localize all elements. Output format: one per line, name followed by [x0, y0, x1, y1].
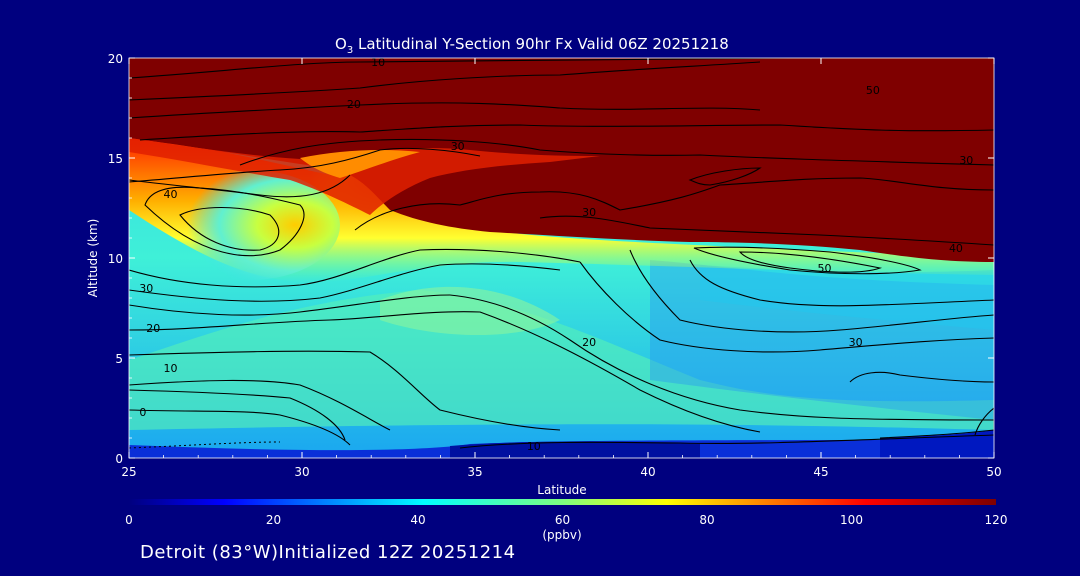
contour-line — [129, 311, 761, 433]
contour-line — [129, 174, 351, 198]
contour-line — [539, 215, 994, 246]
blue-upper-right-region — [700, 265, 994, 330]
contour-line — [629, 249, 994, 333]
colorbar-tick-label: 100 — [840, 513, 863, 527]
surface-min-region — [450, 441, 700, 458]
contour-label: 0 — [139, 406, 146, 419]
contour-line — [579, 261, 994, 353]
x-tick-label: 50 — [986, 465, 1001, 479]
x-tick-label: 35 — [467, 465, 482, 479]
contour-line — [449, 294, 994, 421]
contour-label: 10 — [527, 440, 541, 453]
contour-line — [129, 379, 391, 431]
mid-troposphere-region — [129, 290, 994, 430]
contour-label-layer: 10 20 30 50 30 40 30 40 50 30 20 20 30 10 0 10 — [139, 56, 973, 453]
y-axis-label: Altitude (km) — [86, 219, 100, 298]
contour-line — [688, 167, 762, 186]
x-axis: 25 30 35 40 45 50 — [121, 58, 1002, 479]
contour-line — [689, 259, 994, 307]
contour-line — [459, 434, 994, 449]
contour-line — [179, 206, 280, 251]
contour-line — [738, 251, 883, 273]
tropopause-gradient-band — [129, 135, 994, 283]
contour-label: 30 — [451, 140, 465, 153]
green-maximum-region — [380, 286, 560, 335]
colorbar-tick-label: 20 — [266, 513, 281, 527]
y-tick-label: 0 — [115, 452, 123, 466]
contour-label: 10 — [371, 56, 385, 69]
footer-initialized-info: Detroit (83°W)Initialized 12Z 20251214 — [140, 542, 516, 563]
contour-line — [129, 61, 761, 101]
contour-label: 30 — [959, 154, 973, 167]
contour-line — [129, 409, 351, 446]
colorbar-tick-label: 60 — [555, 513, 570, 527]
contour-line — [129, 147, 481, 183]
x-tick-label: 45 — [813, 465, 828, 479]
stratosphere-edge-orange — [300, 150, 420, 178]
contour-label: 40 — [949, 242, 963, 255]
x-tick-label: 25 — [121, 465, 136, 479]
contour-line — [129, 389, 346, 441]
colorbar — [129, 499, 996, 505]
contour-line — [239, 138, 994, 166]
contour-lines — [129, 58, 994, 449]
contour-label: 10 — [164, 362, 178, 375]
contour-label: 40 — [164, 188, 178, 201]
y-axis: 0 5 10 15 20 — [108, 52, 994, 466]
contour-label: 20 — [347, 98, 361, 111]
contour-line — [139, 124, 994, 141]
colorbar-tick-label: 40 — [410, 513, 425, 527]
stratosphere-edge-red — [129, 138, 600, 215]
colorbar-tick-label: 0 — [125, 513, 133, 527]
contour-line — [849, 371, 994, 383]
contour-label: 50 — [817, 262, 831, 275]
y-tick-label: 15 — [108, 152, 123, 166]
y-tick-label: 5 — [115, 352, 123, 366]
x-tick-label: 30 — [294, 465, 309, 479]
contour-line — [129, 248, 581, 288]
contour-label: 30 — [582, 206, 596, 219]
plot-area: 10 20 30 50 30 40 30 40 50 30 20 20 30 10 0 10 — [129, 56, 994, 458]
contour-label: 30 — [849, 336, 863, 349]
contour-label: 50 — [866, 84, 880, 97]
y-tick-label: 20 — [108, 52, 123, 66]
contour-line — [129, 350, 561, 431]
contour-label: 30 — [139, 282, 153, 295]
contour-line — [693, 246, 922, 275]
x-axis-label: Latitude — [537, 483, 586, 497]
contour-line — [129, 294, 451, 316]
contour-line — [354, 177, 994, 231]
chart-title: O3 Latitudinal Y-Section 90hr Fx Valid 0… — [335, 35, 729, 56]
contour-label: 20 — [582, 336, 596, 349]
colorbar-tick-label: 80 — [699, 513, 714, 527]
left-high-ozone-blob — [160, 170, 340, 280]
dotted-contour — [129, 441, 281, 449]
y-tick-label: 10 — [108, 252, 123, 266]
contour-line — [144, 186, 305, 257]
contour-line — [129, 263, 561, 302]
x-tick-label: 40 — [640, 465, 655, 479]
contour-label: 20 — [146, 322, 160, 335]
colorbar-ticks: 0 20 40 60 80 100 120 — [125, 513, 1007, 527]
contour-line — [129, 102, 761, 119]
colorbar-tick-label: 120 — [985, 513, 1008, 527]
colorbar-unit-label: (ppbv) — [542, 528, 581, 542]
